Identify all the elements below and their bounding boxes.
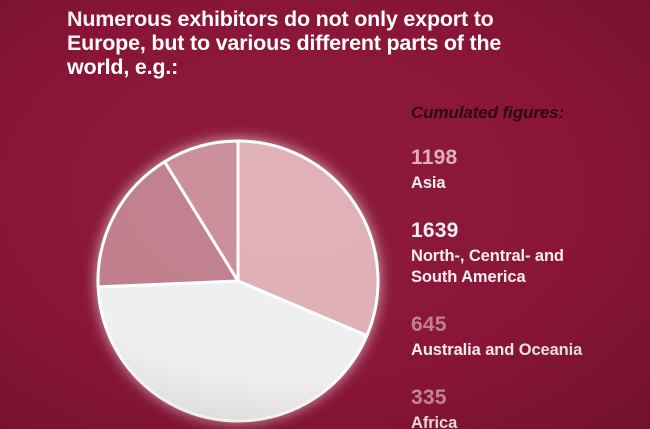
pie-slice-africa [163,139,240,283]
slide-title: Numerous exhibitors do not only export t… [67,7,501,79]
legend-value-africa: 335 [411,386,447,409]
legend-item-australia-oceania: 645 Australia and Oceania [411,314,611,361]
legend-item-asia: 1198 Asia [411,147,611,194]
legend-value-australia-oceania: 645 [411,313,447,336]
slide-title-line-1: Numerous exhibitors do not only export t… [67,7,494,31]
legend-item-africa: 335 Africa [411,387,611,429]
legend-label-australia-oceania: Australia and Oceania [411,341,583,359]
pie-slice-asia [236,139,380,338]
pie-chart [96,139,380,423]
slide-title-line-3: world, e.g.: [67,55,179,79]
pie-chart-container [93,136,383,426]
pie-slice-australia-oceania [96,160,240,289]
legend-title: Cumulated figures: [411,103,565,122]
legend-label-africa: Africa [411,414,458,429]
legend: Cumulated figures: 1198 Asia 1639 North-… [411,103,611,429]
legend-label-asia: Asia [411,174,446,192]
slide-title-line-2: Europe, but to various different parts o… [67,31,502,55]
legend-value-asia: 1198 [411,146,458,169]
legend-value-americas: 1639 [411,219,459,242]
legend-label-americas: North-, Central- and South America [411,247,564,286]
legend-item-americas: 1639 North-, Central- and South America [411,220,611,288]
pie-slice-americas [96,279,369,423]
